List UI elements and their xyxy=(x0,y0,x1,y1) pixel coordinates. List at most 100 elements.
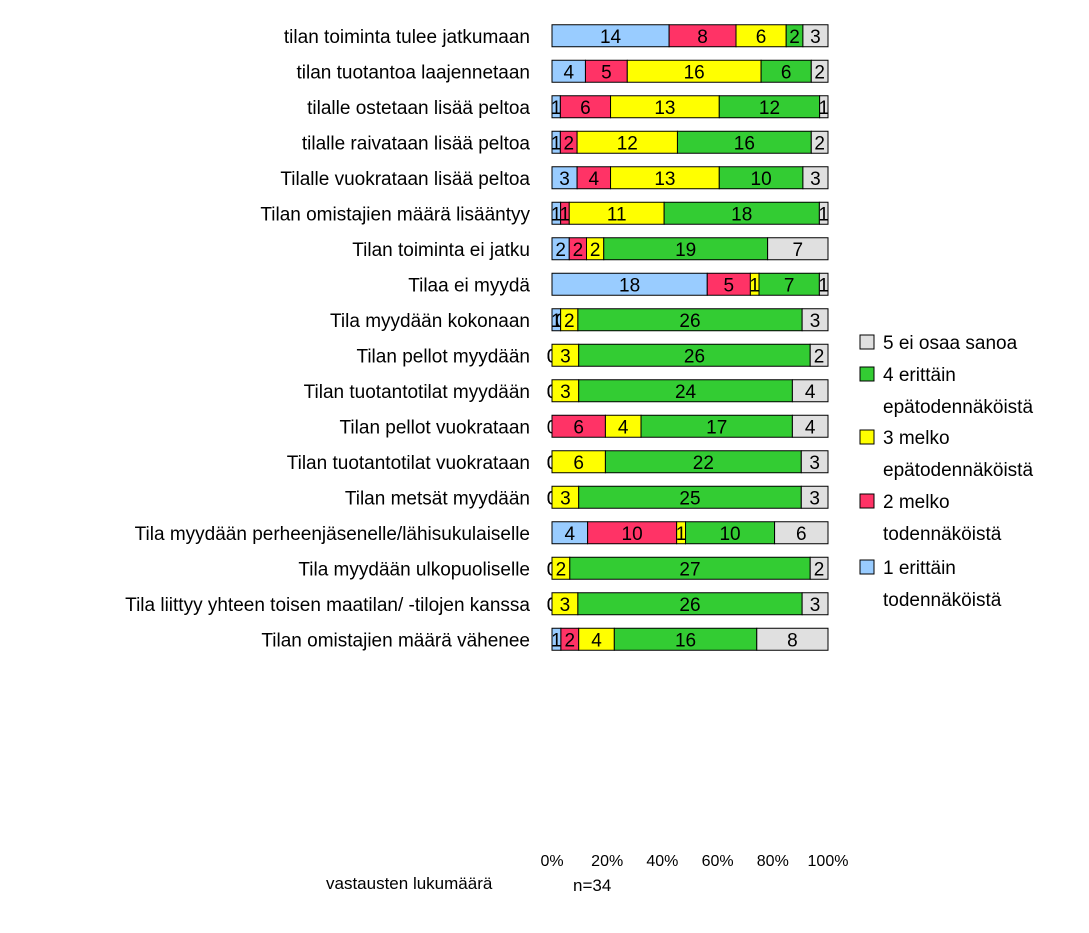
data-label: 2 xyxy=(573,240,584,261)
data-label: 17 xyxy=(706,417,727,438)
bar-segment xyxy=(791,379,829,403)
data-label: 4 xyxy=(805,417,816,438)
x-tick-label: 80% xyxy=(757,853,789,870)
bar-segment xyxy=(810,59,829,83)
legend-swatch xyxy=(859,559,875,575)
data-label: 2 xyxy=(564,311,575,332)
data-label: 16 xyxy=(734,133,755,154)
bar-segment xyxy=(819,95,829,119)
data-label: 27 xyxy=(679,559,700,580)
legend-swatch xyxy=(859,334,875,350)
data-label: 1 xyxy=(551,311,562,332)
data-label: 1 xyxy=(551,133,562,154)
data-label: 6 xyxy=(573,453,584,474)
bar-segment xyxy=(800,450,829,474)
data-label: 7 xyxy=(793,240,804,261)
data-label: 25 xyxy=(679,488,700,509)
data-label: 2 xyxy=(556,559,567,580)
category-label: Tila myydään ulkopuoliselle xyxy=(298,559,530,580)
data-label: 3 xyxy=(559,169,570,190)
bar-segment xyxy=(774,521,829,545)
category-label: Tilaa ei myydä xyxy=(408,275,530,296)
bar-segment xyxy=(802,166,829,190)
legend-label: 2 melko todennäköistä xyxy=(883,492,1002,545)
bar-segment xyxy=(756,627,829,651)
data-label: 16 xyxy=(684,62,705,83)
data-label: 2 xyxy=(565,630,576,651)
data-label: 4 xyxy=(589,169,600,190)
category-label: Tilan omistajien määrä vähenee xyxy=(261,630,530,651)
bar-segment xyxy=(800,485,829,509)
data-label: 1 xyxy=(551,204,562,225)
category-label: Tila myydään perheenjäsenelle/lähisukula… xyxy=(135,524,530,545)
legend-label: 5 ei osaa sanoa xyxy=(883,333,1018,354)
legend-swatch xyxy=(859,366,875,382)
data-label: 4 xyxy=(805,382,816,403)
legend-label: 3 melko epätodennäköistä xyxy=(883,428,1033,481)
data-label: 11 xyxy=(607,204,627,225)
legend-swatch xyxy=(859,429,875,445)
data-label: 3 xyxy=(560,382,571,403)
category-label: Tilalle vuokrataan lisää peltoa xyxy=(280,169,530,190)
category-label: Tila myydään kokonaan xyxy=(330,311,530,332)
data-label: 3 xyxy=(809,488,820,509)
data-label: 26 xyxy=(684,346,705,367)
data-label: 6 xyxy=(580,98,591,119)
data-label: 4 xyxy=(565,524,576,545)
footer-n: n=34 xyxy=(573,876,611,895)
data-label: 7 xyxy=(784,275,795,296)
data-label: 3 xyxy=(560,595,571,616)
category-label: tilan toiminta tulee jatkumaan xyxy=(284,27,530,48)
data-label: 2 xyxy=(555,240,566,261)
legend-label: 1 erittäin todennäköistä xyxy=(883,558,1002,611)
data-label: 8 xyxy=(787,630,798,651)
data-label: 26 xyxy=(679,311,700,332)
category-label: Tilan omistajien määrä lisääntyy xyxy=(260,204,530,225)
data-label: 1 xyxy=(749,275,760,296)
category-label: tilan tuotantoa laajennetaan xyxy=(297,62,530,83)
data-label: 8 xyxy=(697,27,708,48)
category-label: tilalle ostetaan lisää peltoa xyxy=(307,98,530,119)
bar-segment xyxy=(809,343,829,367)
category-labels-group: tilan toiminta tulee jatkumaan tilan tuot… xyxy=(125,27,530,652)
data-label: 14 xyxy=(600,27,622,48)
x-tick-label: 40% xyxy=(646,853,678,870)
data-label: 4 xyxy=(618,417,629,438)
data-label: 12 xyxy=(617,133,638,154)
footer-label: vastausten lukumäärä xyxy=(326,874,493,893)
data-label: 16 xyxy=(675,630,696,651)
data-label: 6 xyxy=(796,524,807,545)
category-label: Tilan tuotantotilat myydään xyxy=(304,382,530,403)
category-label: Tilan tuotantotilat vuokrataan xyxy=(287,453,530,474)
data-label: 3 xyxy=(810,27,821,48)
bar-segment xyxy=(802,24,829,48)
bar-segment xyxy=(801,592,829,616)
data-label: 24 xyxy=(675,382,697,403)
bar-segment xyxy=(767,237,829,261)
x-tick-label: 20% xyxy=(591,853,623,870)
data-label: 26 xyxy=(679,595,700,616)
data-label: 1 xyxy=(551,98,562,119)
data-label: 1 xyxy=(819,98,830,119)
data-label: 3 xyxy=(810,595,821,616)
data-label: 2 xyxy=(789,27,800,48)
data-label: 1 xyxy=(818,275,829,296)
data-label: 10 xyxy=(719,524,740,545)
data-label: 1 xyxy=(676,524,687,545)
data-label: 1 xyxy=(551,630,562,651)
data-label: 5 xyxy=(601,62,612,83)
data-label: 2 xyxy=(814,133,825,154)
data-label: 3 xyxy=(810,311,821,332)
legend: 5 ei osaa sanoa 4 erittäin epätodennäköist… xyxy=(859,333,1033,611)
data-label: 2 xyxy=(814,346,825,367)
data-label: 18 xyxy=(619,275,640,296)
data-label: 4 xyxy=(591,630,602,651)
data-label: 2 xyxy=(814,559,825,580)
data-label: 13 xyxy=(654,98,675,119)
bar-segment xyxy=(801,308,829,332)
category-label: Tila liittyy yhteen toisen maatilan/ -ti… xyxy=(125,595,530,616)
legend-label: 4 erittäin epätodennäköistä xyxy=(883,365,1033,418)
data-label: 3 xyxy=(810,169,821,190)
bars-group: 14 8 6 2 34 5 16 6 21 6 13 12 11 2 12 16 23 4 13 10 311 11 18 1… xyxy=(547,24,830,651)
